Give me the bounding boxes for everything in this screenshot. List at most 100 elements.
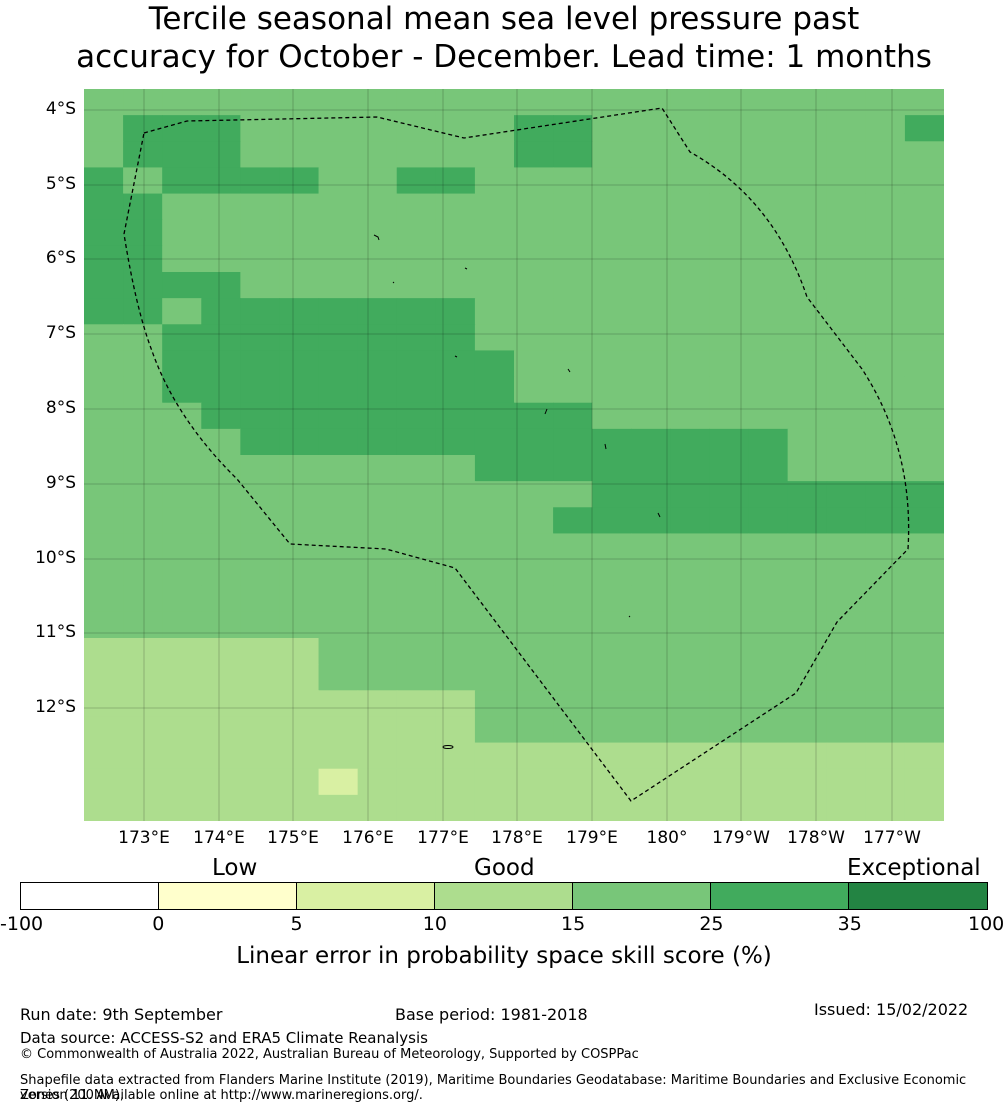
grid-cell	[162, 794, 202, 821]
grid-cell	[279, 141, 320, 169]
grid-cell	[553, 559, 593, 587]
grid-cell	[865, 768, 906, 796]
grid-cell	[162, 481, 202, 508]
grid-cell	[670, 245, 711, 273]
grid-cell	[592, 219, 632, 247]
grid-cell	[748, 742, 789, 770]
grid-cell	[826, 716, 867, 744]
grid-cell	[279, 690, 320, 718]
grid-cell	[474, 716, 515, 744]
grid-cell	[84, 716, 124, 744]
grid-cell	[396, 219, 437, 247]
grid-cell	[748, 481, 789, 508]
grid-cell	[123, 559, 163, 587]
colorbar-tick-label: 5	[290, 913, 303, 935]
grid-cell	[84, 376, 124, 404]
grid-cell	[670, 141, 711, 169]
grid-cell	[318, 115, 359, 142]
grid-cell	[474, 638, 515, 665]
grid-cell	[435, 585, 476, 613]
map-panel[interactable]	[84, 89, 944, 821]
grid-cell	[357, 193, 398, 221]
skill-score-map[interactable]	[84, 89, 944, 821]
grid-cell	[357, 664, 398, 691]
grid-cell	[826, 611, 867, 639]
longitude-label: 177°E	[417, 828, 469, 848]
grid-cell	[514, 428, 554, 456]
colorbar-tick-label: -100	[0, 913, 44, 935]
grid-cell	[865, 193, 906, 221]
grid-cell	[240, 690, 281, 718]
grid-cell	[709, 794, 750, 821]
grid-cell	[435, 298, 476, 325]
grid-cell	[435, 611, 476, 639]
grid-cell	[514, 324, 554, 352]
grid-cell	[553, 115, 593, 142]
grid-cell	[709, 768, 750, 796]
grid-cell	[631, 638, 671, 665]
grid-cell	[279, 481, 320, 508]
grid-cell	[631, 350, 671, 378]
grid-cell	[865, 455, 906, 482]
grid-cell	[631, 690, 671, 718]
grid-cell	[553, 141, 593, 169]
grid-cell	[514, 455, 554, 482]
grid-cell	[201, 115, 241, 142]
grid-cell	[279, 455, 320, 482]
grid-cell	[670, 611, 711, 639]
grid-cell	[865, 794, 906, 821]
grid-cell	[162, 638, 202, 665]
grid-cell	[670, 376, 711, 404]
latitude-label: 9°S	[45, 473, 76, 493]
grid-cell	[631, 611, 671, 639]
grid-cell	[787, 533, 828, 561]
grid-cell	[865, 533, 906, 561]
latitude-label: 10°S	[35, 548, 76, 568]
grid-cell	[240, 794, 281, 821]
grid-cell	[279, 559, 320, 587]
grid-cell	[435, 638, 476, 665]
grid-cell	[435, 664, 476, 691]
grid-cell	[240, 481, 281, 508]
grid-cell	[826, 402, 867, 430]
grid-cell	[670, 507, 711, 535]
grid-cell	[240, 716, 281, 744]
grid-cell	[514, 245, 554, 273]
island	[373, 234, 380, 241]
grid-cell	[670, 690, 711, 718]
grid-cell	[474, 481, 515, 508]
grid-cell	[357, 455, 398, 482]
grid-cell	[162, 167, 202, 195]
grid-cell	[553, 402, 593, 430]
grid-cell	[787, 272, 828, 299]
grid-cell	[748, 455, 789, 482]
grid-cell	[787, 167, 828, 195]
grid-cell	[474, 245, 515, 273]
grid-cell	[435, 402, 476, 430]
grid-cell	[435, 219, 476, 247]
longitude-label: 177°W	[863, 828, 921, 848]
grid-cell	[201, 376, 241, 404]
shapefile-credit-line-1: Shapefile data extracted from Flanders M…	[20, 1073, 967, 1103]
grid-cell	[904, 350, 944, 378]
latitude-label: 6°S	[45, 248, 76, 268]
grid-cell	[904, 664, 944, 691]
grid-cell	[279, 167, 320, 195]
grid-cell	[201, 193, 241, 221]
grid-cell	[162, 272, 202, 299]
grid-cell	[474, 611, 515, 639]
grid-cell	[748, 638, 789, 665]
grid-cell	[357, 428, 398, 456]
grid-cell	[904, 115, 944, 142]
grid-cell	[474, 219, 515, 247]
grid-cell	[123, 402, 163, 430]
grid-cell	[748, 611, 789, 639]
grid-cell	[631, 794, 671, 821]
grid-cell	[709, 690, 750, 718]
grid-cell	[84, 272, 124, 299]
grid-cell	[826, 664, 867, 691]
grid-cell	[865, 402, 906, 430]
data-source: Data source: ACCESS-S2 and ERA5 Climate …	[20, 1029, 428, 1047]
grid-cell	[553, 428, 593, 456]
grid-cell	[826, 89, 867, 116]
